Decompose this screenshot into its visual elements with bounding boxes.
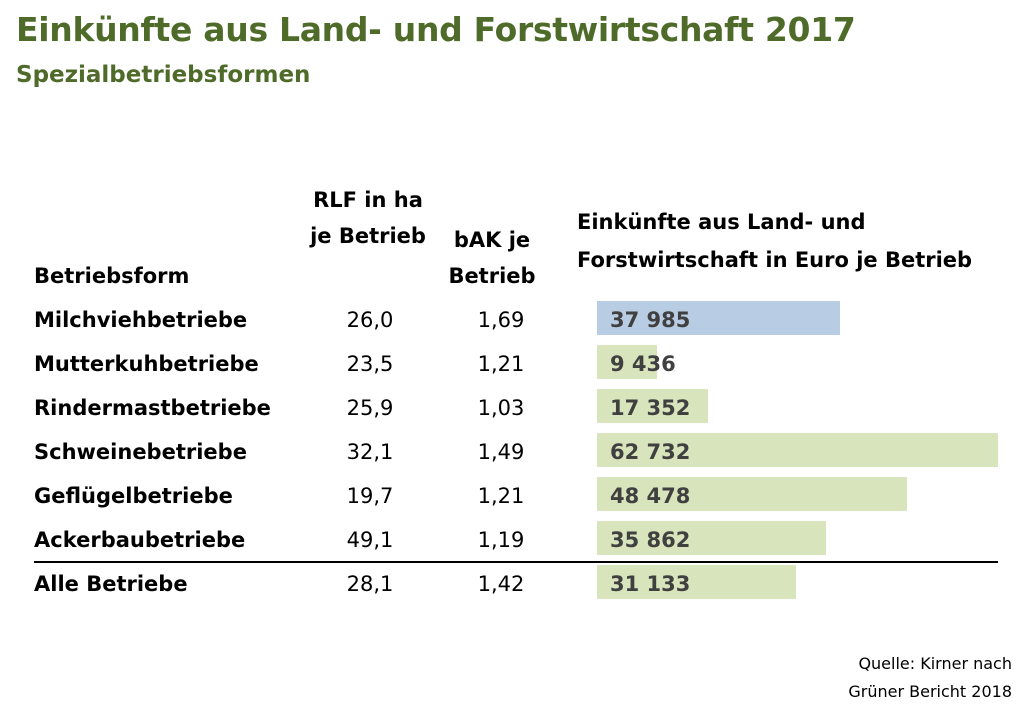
row-rlf: 26,0 [346, 308, 394, 332]
chart-subtitle: Spezialbetriebsformen [16, 62, 311, 88]
row-betriebsform: Rindermastbetriebe [34, 396, 271, 420]
row-rlf: 25,9 [346, 396, 394, 420]
row-bak: 1,49 [477, 440, 525, 464]
table-row: Mutterkuhbetriebe 23,5 1,21 9 436 [0, 342, 1024, 386]
table-row: Rindermastbetriebe 25,9 1,03 17 352 [0, 386, 1024, 430]
income-bar [597, 477, 907, 511]
income-bar-label: 31 133 [610, 572, 691, 596]
income-bar [597, 301, 840, 335]
header-rlf: RLF in ha je Betrieb [310, 188, 426, 248]
row-bak: 1,03 [477, 396, 525, 420]
source-note: Quelle: Kirner nach Grüner Bericht 2018 [752, 650, 1012, 706]
row-betriebsform: Mutterkuhbetriebe [34, 352, 259, 376]
row-betriebsform: Alle Betriebe [34, 572, 188, 596]
row-rlf: 23,5 [346, 352, 394, 376]
income-bar-label: 48 478 [610, 484, 691, 508]
income-bar-label: 35 862 [610, 528, 691, 552]
row-bak: 1,21 [477, 484, 525, 508]
income-bar-label: 17 352 [610, 396, 691, 420]
row-rlf: 19,7 [346, 484, 394, 508]
row-betriebsform: Milchviehbetriebe [34, 308, 248, 332]
source-line-1: Quelle: Kirner nach [858, 654, 1012, 673]
income-bar [597, 433, 998, 467]
income-bar [597, 345, 657, 379]
income-bar-label: 37 985 [610, 308, 691, 332]
row-betriebsform: Ackerbaubetriebe [34, 528, 246, 552]
row-bak: 1,21 [477, 352, 525, 376]
table-row: Schweinebetriebe 32,1 1,49 62 732 [0, 430, 1024, 474]
row-betriebsform: Schweinebetriebe [34, 440, 247, 464]
row-rlf: 28,1 [346, 572, 394, 596]
row-rlf: 32,1 [346, 440, 394, 464]
chart-title: Einkünfte aus Land- und Forstwirtschaft … [16, 10, 856, 49]
source-line-2: Grüner Bericht 2018 [848, 682, 1012, 701]
header-betriebsform: Betriebsform [34, 264, 190, 288]
header-bak: bAK je Betrieb [448, 228, 536, 288]
table-row: Milchviehbetriebe 26,0 1,69 37 985 [0, 298, 1024, 342]
row-betriebsform: Geflügelbetriebe [34, 484, 233, 508]
income-bar [597, 389, 708, 423]
income-bar-label: 62 732 [610, 440, 691, 464]
row-bak: 1,69 [477, 308, 525, 332]
income-bar-label: 9 436 [610, 352, 676, 376]
total-divider [34, 561, 998, 563]
income-bar [597, 565, 796, 599]
row-bak: 1,19 [477, 528, 525, 552]
table-row: Ackerbaubetriebe 49,1 1,19 35 862 [0, 518, 1024, 562]
row-rlf: 49,1 [346, 528, 394, 552]
header-income: Einkünfte aus Land- und Forstwirtschaft … [577, 210, 973, 272]
table-row: Alle Betriebe 28,1 1,42 31 133 [0, 562, 1024, 606]
income-bar [597, 521, 826, 555]
row-bak: 1,42 [477, 572, 525, 596]
table-row: Geflügelbetriebe 19,7 1,21 48 478 [0, 474, 1024, 518]
